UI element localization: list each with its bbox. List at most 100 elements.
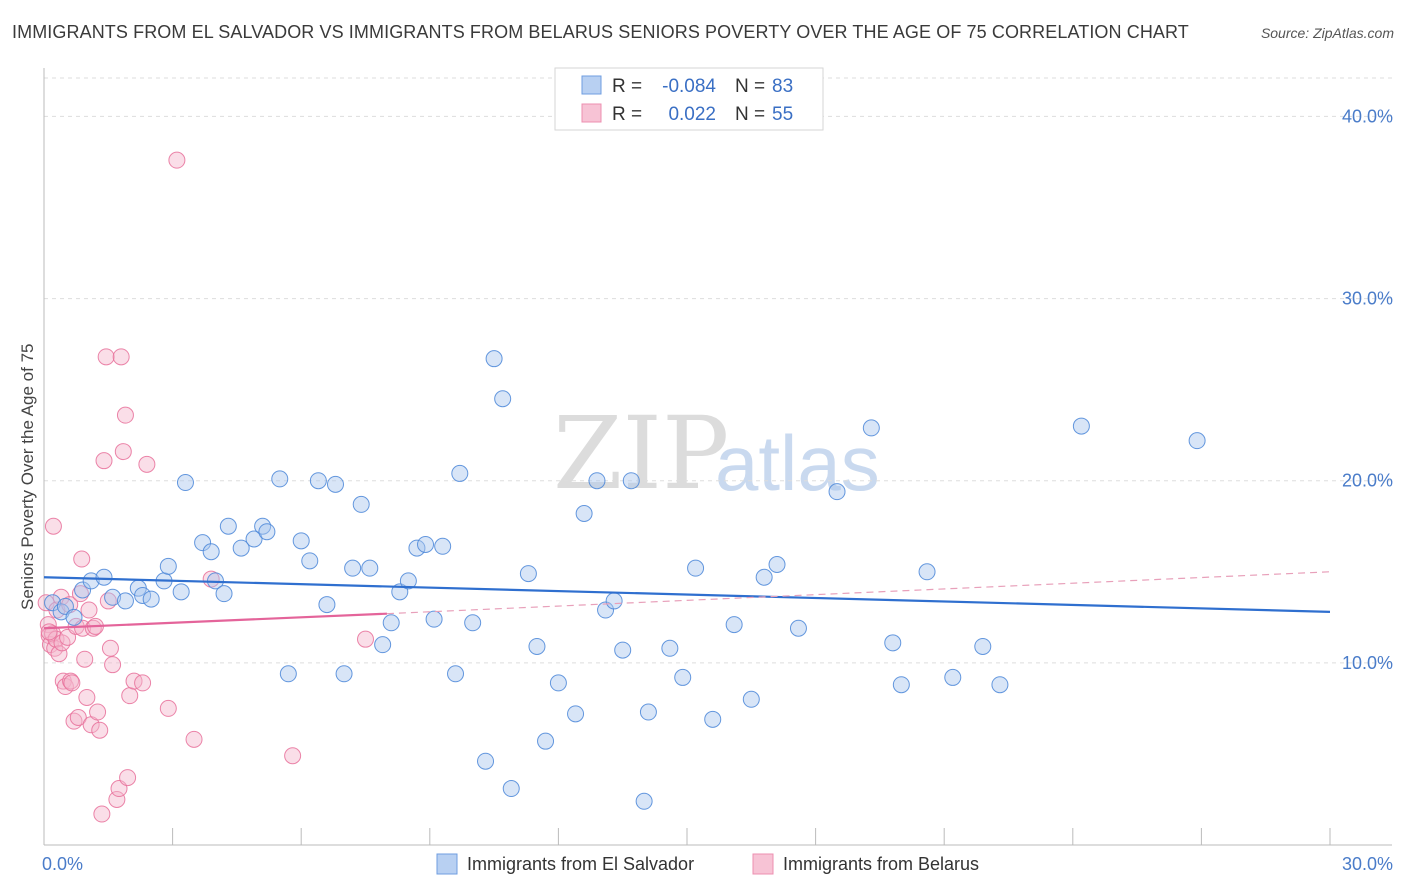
legend-r-value-1: -0.084: [662, 76, 716, 97]
el-salvador-point-48: [485, 350, 503, 368]
belarus-point-19: [69, 709, 87, 726]
y-tick-label-3: 40.0%: [1342, 106, 1393, 126]
belarus-point-30: [91, 721, 109, 739]
belarus-point-53: [40, 623, 58, 641]
el-salvador-points: [44, 350, 1206, 810]
el-salvador-point-22: [245, 530, 263, 548]
el-salvador-point-73: [828, 483, 846, 501]
trend-line-belarus: [43, 612, 387, 630]
belarus-point-35: [101, 639, 119, 657]
x-tick-label-0: 0.0%: [42, 854, 83, 874]
watermark-atlas: atlas: [715, 419, 880, 507]
legend-n-label-1: N =: [735, 76, 765, 97]
el-salvador-point-68: [725, 616, 743, 634]
bottom-legend-label-el-salvador: Immigrants from El Salvador: [467, 854, 694, 874]
y-tick-label-1: 20.0%: [1342, 471, 1393, 491]
belarus-point-33: [97, 348, 115, 366]
el-salvador-point-53: [537, 732, 555, 750]
belarus-point-43: [121, 687, 139, 705]
el-salvador-point-78: [944, 668, 962, 686]
el-salvador-point-52: [528, 637, 546, 655]
y-tick-label-2: 30.0%: [1342, 289, 1393, 309]
el-salvador-point-62: [635, 792, 653, 810]
el-salvador-point-7: [104, 588, 122, 606]
belarus-point-23: [76, 650, 94, 668]
el-salvador-point-28: [301, 552, 319, 570]
el-salvador-point-30: [318, 596, 336, 614]
el-salvador-point-11: [142, 590, 160, 608]
el-salvador-point-16: [194, 534, 212, 552]
source-credit: Source: ZipAtlas.com: [1260, 25, 1394, 41]
el-salvador-point-59: [605, 592, 623, 610]
el-salvador-point-10: [134, 586, 152, 604]
belarus-point-44: [125, 672, 143, 690]
chart-title: IMMIGRANTS FROM EL SALVADOR VS IMMIGRANT…: [12, 22, 1189, 42]
el-salvador-point-19: [215, 585, 233, 603]
el-salvador-point-37: [382, 614, 400, 632]
el-salvador-point-44: [447, 665, 465, 683]
legend-r-label-1: R =: [612, 76, 642, 97]
bottom-legend-label-belarus: Immigrants from Belarus: [783, 854, 979, 874]
el-salvador-point-51: [519, 565, 537, 583]
el-salvador-point-65: [674, 668, 692, 686]
belarus-point-49: [185, 730, 203, 748]
el-salvador-point-25: [271, 470, 289, 488]
el-salvador-point-64: [661, 639, 679, 657]
belarus-points: [37, 151, 374, 823]
el-salvador-point-42: [425, 610, 443, 628]
el-salvador-point-70: [755, 568, 773, 586]
el-salvador-point-14: [172, 583, 190, 601]
el-salvador-point-40: [408, 539, 426, 557]
el-salvador-point-72: [789, 619, 807, 637]
belarus-point-24: [78, 688, 96, 706]
belarus-point-8: [50, 645, 68, 663]
el-salvador-point-61: [622, 472, 640, 490]
belarus-point-52: [357, 630, 374, 648]
el-salvador-point-17: [202, 543, 220, 561]
el-salvador-point-43: [434, 537, 452, 555]
y-tick-label-0: 10.0%: [1342, 653, 1393, 673]
bottom-legend-swatch-pink: [752, 853, 774, 875]
belarus-point-9: [52, 588, 70, 606]
el-salvador-point-5: [82, 572, 100, 590]
el-salvador-point-71: [768, 556, 786, 573]
el-salvador-point-29: [309, 472, 327, 490]
el-salvador-point-79: [974, 637, 992, 655]
belarus-point-32: [95, 452, 113, 470]
el-salvador-point-56: [575, 505, 593, 522]
x-tick-label-1: 30.0%: [1342, 854, 1393, 874]
el-salvador-point-26: [279, 665, 297, 683]
el-salvador-point-63: [639, 703, 657, 721]
el-salvador-point-54: [549, 674, 567, 692]
el-salvador-point-34: [352, 495, 370, 513]
el-salvador-point-31: [326, 475, 344, 493]
el-salvador-point-60: [614, 641, 632, 659]
el-salvador-point-8: [116, 592, 134, 610]
belarus-point-21: [73, 550, 91, 568]
belarus-point-48: [168, 151, 186, 169]
el-salvador-point-35: [361, 559, 379, 577]
el-salvador-point-45: [451, 464, 469, 482]
belarus-point-31: [93, 805, 111, 823]
belarus-point-39: [112, 348, 130, 366]
el-salvador-point-67: [704, 710, 722, 728]
el-salvador-point-27: [292, 532, 310, 550]
el-salvador-point-39: [399, 572, 417, 590]
trend-line-belarus-extension: [386, 571, 1331, 615]
belarus-point-51: [284, 747, 302, 765]
el-salvador-point-76: [892, 676, 910, 694]
el-salvador-point-49: [494, 390, 512, 408]
watermark-zip: ZIP: [553, 395, 729, 512]
el-salvador-point-0: [44, 594, 62, 612]
el-salvador-point-58: [597, 601, 615, 619]
legend-n-value-1: 83: [772, 76, 793, 97]
el-salvador-point-32: [335, 665, 353, 683]
el-salvador-point-46: [464, 614, 482, 632]
el-salvador-point-69: [742, 690, 760, 708]
el-salvador-point-81: [1072, 417, 1090, 435]
belarus-point-25: [80, 601, 98, 619]
el-salvador-point-47: [477, 752, 495, 770]
legend-swatch-pink: [581, 103, 602, 123]
belarus-point-16: [63, 674, 81, 692]
